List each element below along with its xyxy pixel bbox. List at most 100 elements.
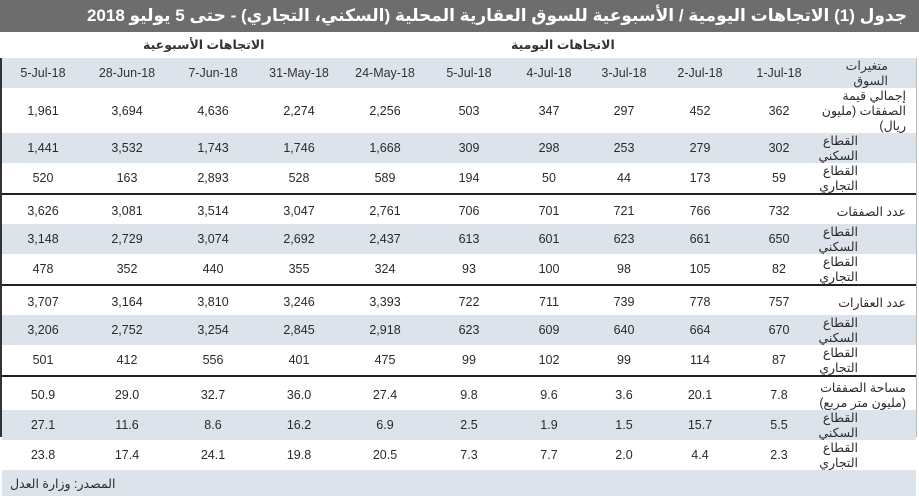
- weekly-value-cell: 589: [374, 171, 396, 185]
- weekly-value-cell: 352: [116, 262, 138, 276]
- daily-value-cell: 309: [428, 133, 510, 163]
- weekly-value-cell: 355: [288, 262, 310, 276]
- daily-value-cell: 362: [768, 103, 790, 118]
- daily-value-cell: 2.3: [770, 448, 788, 462]
- weekly-value-cell: 16.2: [256, 410, 342, 440]
- daily-value-cell: 1.9: [510, 410, 588, 440]
- section-divider: [2, 284, 916, 286]
- weekly-value-cell: 23.8: [30, 448, 56, 462]
- weekly-value-cell: 501: [32, 353, 54, 367]
- weekly-value-cell: 520: [32, 171, 54, 185]
- sector-label: القطاع التجاري: [819, 255, 858, 284]
- table-row: 3,707 3,164 3,810 3,246 3,393 722 711 739 778 757…: [2, 289, 916, 315]
- weekly-value-cell: 324: [374, 262, 396, 276]
- col-header-daily-1: 1-Jul-18: [740, 58, 818, 88]
- weekly-value-cell: 412: [116, 353, 138, 367]
- daily-value-cell: 99: [462, 353, 476, 367]
- weekly-value-cell: 1,746: [256, 133, 342, 163]
- sector-label: القطاع السكني: [818, 224, 916, 254]
- daily-value-cell: 347: [538, 103, 560, 118]
- daily-value-cell: 114: [690, 353, 710, 367]
- weekly-value-cell: 8.6: [170, 410, 256, 440]
- table-row: 3,626 3,081 3,514 3,047 2,761 706 701 721 766 732…: [2, 198, 916, 224]
- daily-value-cell: 173: [689, 171, 711, 185]
- daily-value-cell: 102: [538, 353, 560, 367]
- weekly-value-cell: 3,810: [197, 295, 229, 309]
- col-header-weekly-4: 28-Jun-18: [84, 58, 170, 88]
- sector-label: القطاع السكني: [818, 133, 916, 163]
- daily-value-cell: 503: [458, 103, 480, 118]
- daily-value-cell: 706: [458, 204, 480, 218]
- weekly-value-cell: 17.4: [114, 448, 140, 462]
- col-header-daily-3: 3-Jul-18: [588, 58, 660, 88]
- weekly-value-cell: 27.1: [2, 410, 84, 440]
- daily-group-label: الاتجاهات اليومية: [511, 38, 615, 52]
- weekly-value-cell: 3,074: [170, 224, 256, 254]
- table-frame: [0, 0, 917, 437]
- metric-label: إجمالي قيمة الصفقات (مليون ريال): [821, 89, 906, 133]
- daily-value-cell: 9.8: [460, 388, 478, 402]
- daily-value-cell: 100: [538, 262, 560, 276]
- daily-value-cell: 609: [510, 315, 588, 345]
- daily-value-cell: 721: [613, 204, 635, 218]
- table-title: جدول (1) الاتجاهات اليومية / الأسبوعية ل…: [0, 0, 919, 32]
- daily-value-cell: 98: [617, 262, 631, 276]
- daily-value-cell: 7.3: [460, 448, 478, 462]
- daily-value-cell: 297: [613, 103, 635, 118]
- weekly-value-cell: 478: [32, 262, 54, 276]
- daily-value-cell: 9.6: [540, 388, 558, 402]
- weekly-value-cell: 2,845: [256, 315, 342, 345]
- daily-value-cell: 739: [613, 295, 635, 309]
- col-header-weekly-3: 7-Jun-18: [170, 58, 256, 88]
- weekly-value-cell: 2,752: [84, 315, 170, 345]
- weekly-value-cell: 556: [202, 353, 224, 367]
- weekly-value-cell: 3,626: [27, 204, 59, 218]
- section-divider: [2, 193, 916, 195]
- header-row: 5-Jul-18 28-Jun-18 7-Jun-18 31-May-18 24…: [2, 58, 916, 88]
- weekly-group-label: الاتجاهات الأسبوعية: [143, 38, 265, 52]
- weekly-value-cell: 3,532: [84, 133, 170, 163]
- daily-value-cell: 105: [689, 262, 711, 276]
- weekly-value-cell: 3,393: [369, 295, 401, 309]
- weekly-value-cell: 3,081: [111, 204, 143, 218]
- daily-value-cell: 757: [768, 295, 790, 309]
- weekly-value-cell: 163: [116, 171, 138, 185]
- weekly-value-cell: 20.5: [372, 448, 398, 462]
- weekly-value-cell: 3,694: [111, 103, 143, 118]
- daily-value-cell: 3.6: [615, 388, 633, 402]
- weekly-value-cell: 3,206: [2, 315, 84, 345]
- col-header-daily-4: 4-Jul-18: [510, 58, 588, 88]
- daily-value-cell: 82: [772, 262, 786, 276]
- weekly-value-cell: 2,437: [342, 224, 428, 254]
- weekly-value-cell: 1,743: [170, 133, 256, 163]
- weekly-value-cell: 27.4: [372, 388, 398, 402]
- table-row: 3,206 2,752 3,254 2,845 2,918 623 609 640 664 670…: [2, 315, 916, 345]
- daily-value-cell: 711: [539, 295, 559, 309]
- section-divider: [2, 375, 916, 377]
- weekly-value-cell: 4,636: [197, 103, 229, 118]
- weekly-value-cell: 3,707: [27, 295, 59, 309]
- weekly-value-cell: 440: [202, 262, 224, 276]
- weekly-value-cell: 528: [288, 171, 310, 185]
- column-group-header: الاتجاهات الأسبوعية الاتجاهات اليومية: [0, 32, 919, 58]
- weekly-value-cell: 2,918: [342, 315, 428, 345]
- daily-value-cell: 661: [660, 224, 740, 254]
- daily-value-cell: 15.7: [660, 410, 740, 440]
- daily-value-cell: 7.7: [540, 448, 558, 462]
- daily-value-cell: 279: [660, 133, 740, 163]
- weekly-value-cell: 3,514: [197, 204, 229, 218]
- metric-label: عدد العقارات: [838, 295, 906, 310]
- weekly-value-cell: 1,961: [27, 103, 59, 118]
- daily-value-cell: 670: [740, 315, 818, 345]
- col-header-weekly-2: 31-May-18: [256, 58, 342, 88]
- weekly-value-cell: 1,441: [2, 133, 84, 163]
- col-header-daily-2: 2-Jul-18: [660, 58, 740, 88]
- daily-value-cell: 7.8: [770, 388, 788, 402]
- table-row: 1,961 3,694 4,636 2,274 2,256 503 347 297 452 362…: [2, 88, 916, 133]
- table-row: 478 352 440 355 324 93 100 98 105 82 القطاع التجار…: [2, 254, 916, 285]
- sector-label: القطاع التجاري: [819, 441, 858, 470]
- table-row: 501 412 556 401 475 99 102 99 114 87 القطاع التجار…: [2, 345, 916, 376]
- daily-value-cell: 1.5: [588, 410, 660, 440]
- daily-value-cell: 640: [588, 315, 660, 345]
- daily-value-cell: 20.1: [687, 388, 713, 402]
